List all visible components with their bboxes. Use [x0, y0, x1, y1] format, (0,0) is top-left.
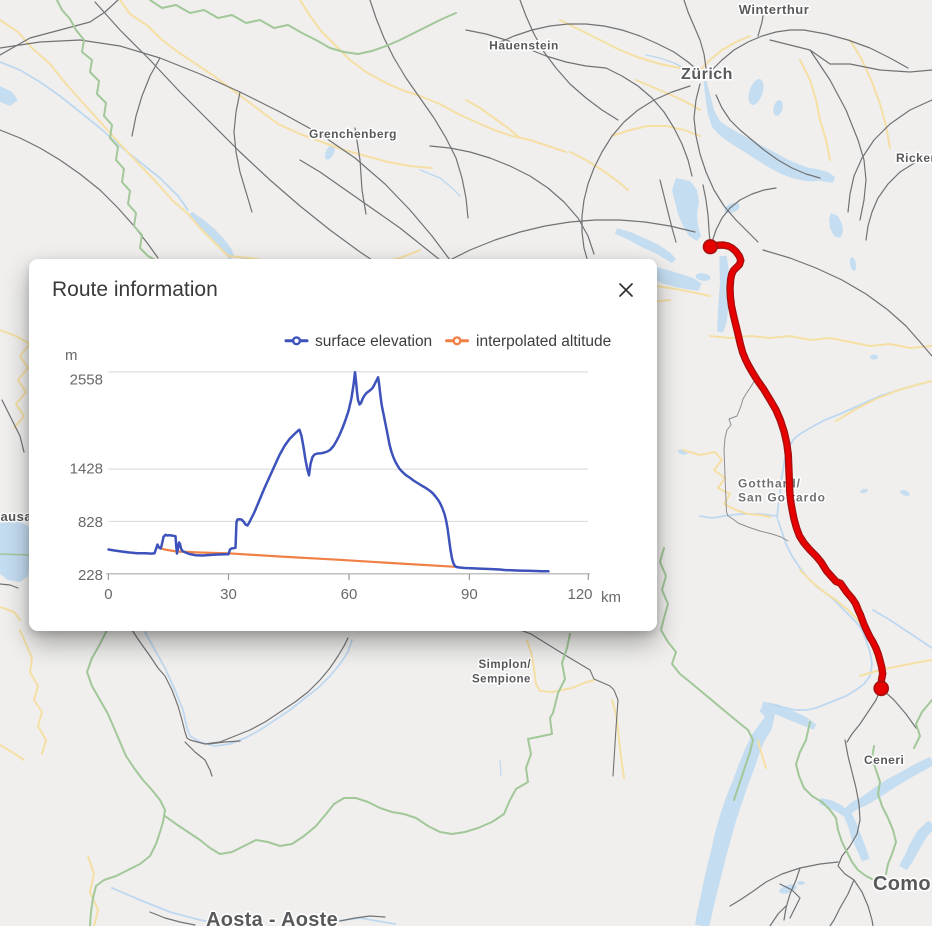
- svg-text:828: 828: [78, 514, 103, 531]
- svg-text:Zürich: Zürich: [681, 66, 733, 83]
- svg-text:Aosta - Aoste: Aosta - Aoste: [206, 909, 338, 926]
- svg-text:0: 0: [104, 586, 112, 603]
- svg-text:Winterthur: Winterthur: [739, 2, 810, 17]
- svg-text:San Gottardo: San Gottardo: [738, 491, 826, 505]
- svg-text:1428: 1428: [70, 460, 103, 477]
- svg-text:90: 90: [461, 586, 478, 603]
- svg-text:Ceneri: Ceneri: [864, 753, 904, 767]
- svg-text:interpolated altitude: interpolated altitude: [476, 333, 611, 350]
- svg-text:surface elevation: surface elevation: [315, 333, 432, 350]
- svg-text:Como: Como: [873, 873, 931, 895]
- svg-text:m: m: [65, 347, 78, 364]
- svg-text:30: 30: [220, 586, 237, 603]
- svg-text:60: 60: [341, 586, 358, 603]
- svg-text:Sempione: Sempione: [472, 674, 531, 686]
- svg-text:228: 228: [78, 567, 103, 584]
- svg-text:Ricken: Ricken: [896, 151, 932, 165]
- svg-text:2558: 2558: [70, 371, 103, 388]
- svg-text:Simplon/: Simplon/: [479, 659, 532, 671]
- svg-text:120: 120: [567, 586, 592, 603]
- svg-text:Gotthard/: Gotthard/: [738, 477, 801, 491]
- svg-text:Hauenstein: Hauenstein: [489, 39, 559, 53]
- svg-text:Grenchenberg: Grenchenberg: [309, 127, 397, 141]
- svg-text:km: km: [601, 589, 621, 606]
